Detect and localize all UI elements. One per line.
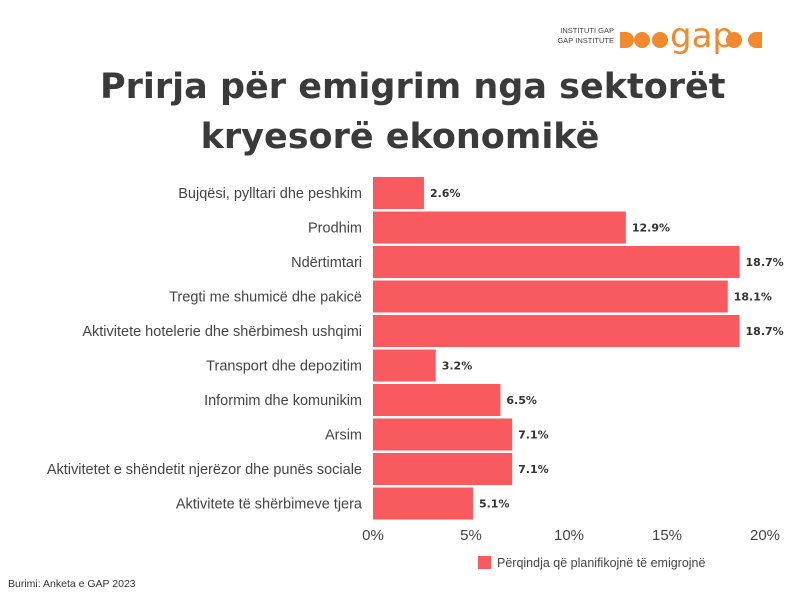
bar-8 — [373, 418, 513, 451]
x-tick-label-4: 15% — [652, 527, 682, 544]
value-label-3: 18.7% — [746, 256, 784, 269]
category-label-8: Arsim — [325, 428, 362, 444]
logo-wordmark: gap — [670, 16, 734, 56]
category-label-7: Informim dhe komunikim — [204, 393, 362, 409]
value-label-6: 3.2% — [442, 360, 473, 373]
bar-10 — [373, 487, 473, 520]
gap-logo: INSTITUTI GAP GAP INSTITUTE gap — [540, 16, 770, 58]
logo-line-1: INSTITUTI GAP — [560, 26, 614, 35]
chart-title-line-2: kryesorë ekonomikë — [200, 117, 600, 157]
bar-5 — [373, 315, 740, 347]
value-label-8: 7.1% — [518, 429, 549, 442]
category-label-5: Aktivitete hotelerie dhe shërbimesh ushq… — [82, 324, 362, 340]
value-label-7: 6.5% — [506, 394, 537, 407]
value-label-2: 12.9% — [632, 222, 670, 235]
logo-dots-icon — [620, 32, 762, 48]
category-label-6: Transport dhe depozitim — [206, 359, 362, 375]
x-tick-label-2: 5% — [460, 527, 482, 544]
value-label-5: 18.7% — [746, 325, 784, 338]
category-label-9: Aktivitetet e shëndetit njerëzor dhe pun… — [47, 462, 362, 478]
bar-1 — [373, 177, 424, 209]
bar-9 — [373, 453, 513, 485]
legend-swatch — [478, 556, 491, 569]
category-label-3: Ndërtimtari — [291, 255, 362, 271]
value-label-4: 18.1% — [734, 291, 772, 304]
category-label-2: Prodhim — [308, 221, 362, 237]
category-label-10: Aktivitete të shërbimeve tjera — [176, 497, 363, 513]
bar-4 — [373, 280, 728, 313]
value-label-1: 2.6% — [430, 187, 461, 200]
bar-3 — [373, 246, 740, 278]
x-tick-label-1: 0% — [362, 527, 384, 544]
logo-line-2: GAP INSTITUTE — [557, 36, 614, 45]
source-note: Burimi: Anketa e GAP 2023 — [8, 578, 136, 590]
bar-2 — [373, 211, 626, 244]
chart-title-line-1: Prirja për emigrim nga sektorët — [100, 67, 726, 107]
category-label-1: Bujqësi, pylltari dhe peshkim — [178, 186, 362, 202]
bar-6 — [373, 349, 436, 382]
legend-label: Përqindja që planifikojnë të emigrojnë — [497, 556, 706, 570]
bar-7 — [373, 384, 501, 416]
logo-institute-text: INSTITUTI GAP GAP INSTITUTE — [540, 26, 614, 46]
category-label-4: Tregti me shumicë dhe pakicë — [169, 290, 362, 306]
value-label-9: 7.1% — [518, 463, 549, 476]
x-tick-label-3: 10% — [554, 527, 584, 544]
chart-title: Prirja për emigrim nga sektorët kryesorë… — [100, 62, 726, 162]
value-label-10: 5.1% — [479, 498, 510, 511]
x-tick-label-5: 20% — [750, 527, 780, 544]
